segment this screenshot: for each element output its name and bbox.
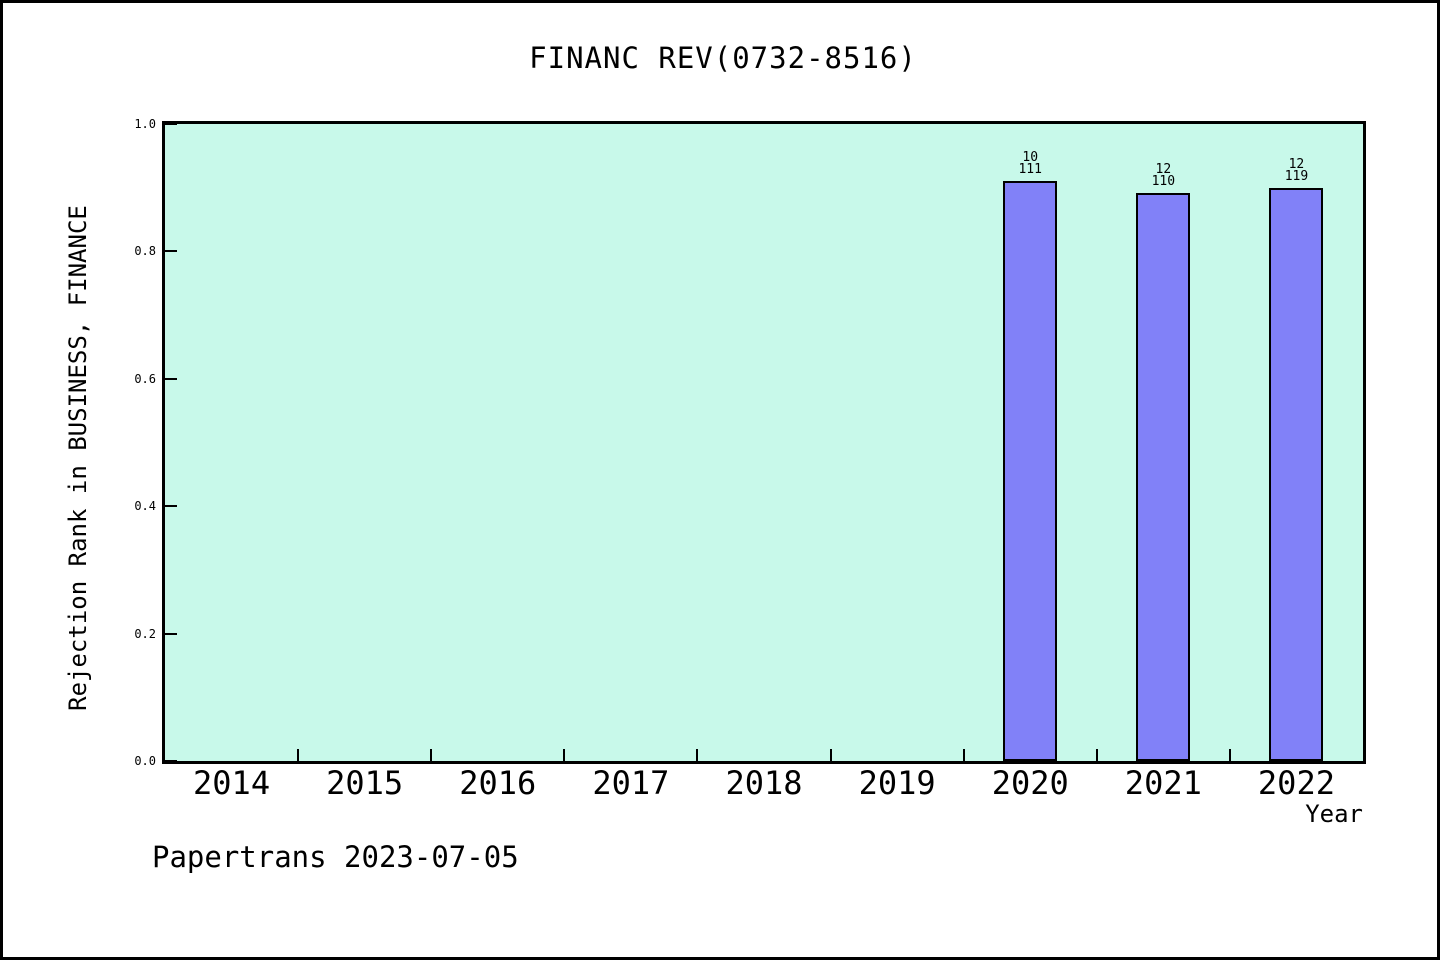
x-minor-tick <box>829 749 832 761</box>
y-tick-mark <box>165 760 177 761</box>
y-tick-mark <box>165 250 177 253</box>
bar <box>1136 193 1191 761</box>
x-tick-label: 2016 <box>459 764 537 802</box>
y-tick-label: 0.2 <box>134 626 156 641</box>
bar <box>1269 188 1324 761</box>
x-minor-tick <box>1228 749 1231 761</box>
x-minor-tick <box>1095 749 1098 761</box>
x-minor-tick <box>696 749 699 761</box>
x-minor-tick <box>430 749 433 761</box>
y-tick-label: 0.0 <box>134 754 156 768</box>
y-tick-mark <box>165 632 177 635</box>
y-tick-mark <box>165 124 177 125</box>
bar-value-label: 12 110 <box>1151 162 1176 190</box>
x-minor-tick <box>962 749 965 761</box>
x-tick-label: 2018 <box>725 764 803 802</box>
y-tick-label: 0.6 <box>134 371 156 386</box>
x-tick-label: 2022 <box>1257 764 1335 802</box>
bar-value-label: 10 111 <box>1018 150 1042 178</box>
x-tick-label: 2015 <box>326 764 404 802</box>
y-tick-label: 1.0 <box>134 117 156 131</box>
x-tick-label: 2017 <box>592 764 670 802</box>
plot-area: 10 111 12 110 12 119 <box>162 121 1366 764</box>
y-tick-mark <box>165 377 177 380</box>
chart-title: FINANC REV(0732-8516) <box>529 41 917 75</box>
x-tick-label: 2019 <box>858 764 936 802</box>
footer-watermark: Papertrans 2023-07-05 <box>152 840 519 874</box>
x-minor-tick <box>297 749 300 761</box>
y-axis-label: Rejection Rank in BUSINESS, FINANCE <box>64 205 92 711</box>
bar <box>1003 181 1058 761</box>
x-tick-label: 2014 <box>193 764 271 802</box>
y-tick-mark <box>165 505 177 508</box>
x-axis-label: Year <box>1305 800 1363 828</box>
y-tick-label: 0.8 <box>134 244 156 259</box>
x-minor-tick <box>563 749 566 761</box>
x-tick-label: 2021 <box>1124 764 1202 802</box>
bar-value-label: 12 119 <box>1284 157 1309 185</box>
y-tick-label: 0.4 <box>134 499 156 514</box>
x-tick-label: 2020 <box>991 764 1069 802</box>
